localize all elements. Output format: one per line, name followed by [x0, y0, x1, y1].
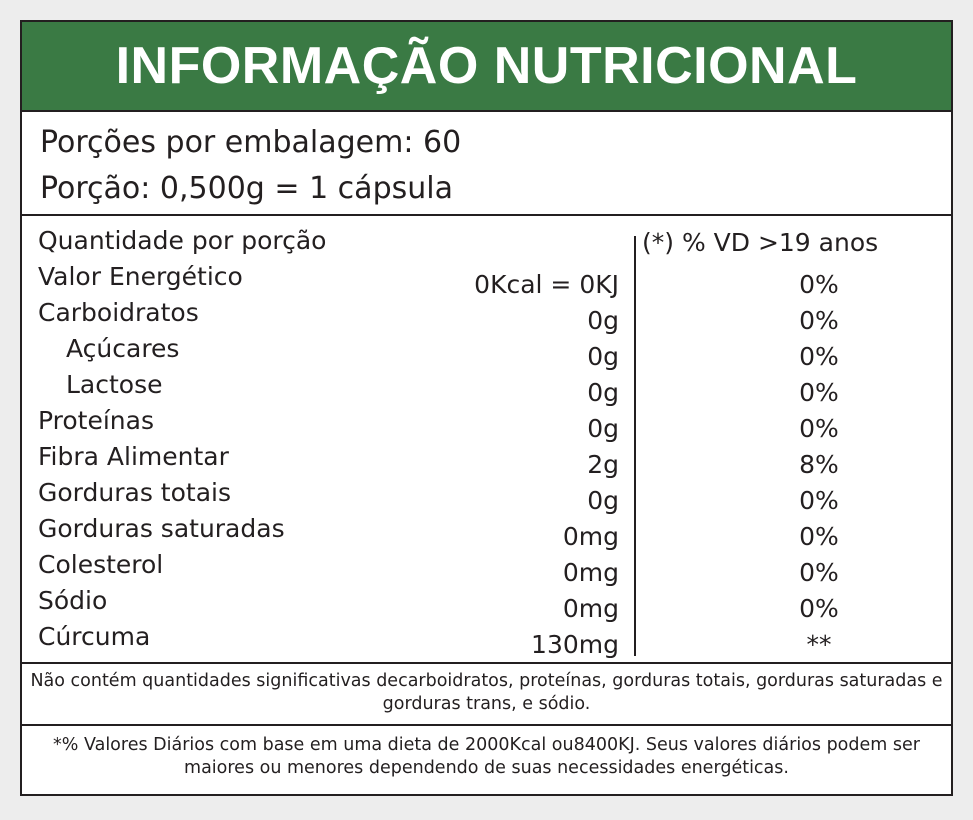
- nutrient-amount: 0g: [587, 342, 619, 371]
- nutrient-vd: 0%: [799, 522, 839, 551]
- servings-per-package: Porções por embalagem: 60: [40, 125, 462, 160]
- nutrient-amount: 0mg: [562, 522, 619, 551]
- nutrient-name: Fibra Alimentar: [38, 442, 229, 471]
- nutrient-vd: 0%: [799, 486, 839, 515]
- table-row: Carboidratos 0g 0%: [22, 298, 953, 335]
- nutrient-name: Açúcares: [66, 334, 180, 363]
- table-row: Sódio 0mg 0%: [22, 586, 953, 623]
- table-row: Lactose 0g 0%: [22, 370, 953, 407]
- nutrient-amount: 0mg: [562, 594, 619, 623]
- table-row: Gorduras totais 0g 0%: [22, 478, 953, 515]
- column-divider: [634, 236, 636, 656]
- nutrient-vd: 8%: [799, 450, 839, 479]
- nutrient-table: Quantidade por porção (*) % VD >19 anos …: [22, 216, 951, 664]
- label-title: INFORMAÇÃO NUTRICIONAL: [115, 37, 858, 95]
- nutrient-name: Sódio: [38, 586, 108, 615]
- nutrient-vd: 0%: [799, 306, 839, 335]
- nutrient-name: Colesterol: [38, 550, 164, 579]
- nutrient-amount: 0Kcal = 0KJ: [474, 270, 619, 299]
- nutrient-amount: 0mg: [562, 558, 619, 587]
- nutrient-name: Lactose: [66, 370, 163, 399]
- nutrition-label: INFORMAÇÃO NUTRICIONAL Porções por embal…: [20, 20, 953, 796]
- nutrient-vd: 0%: [799, 558, 839, 587]
- nutrient-amount: 2g: [587, 450, 619, 479]
- daily-values-note: *% Valores Diários com base em uma dieta…: [53, 735, 920, 778]
- not-significant-note: Não contém quantidades significativas de…: [22, 664, 951, 726]
- nutrient-name: Gorduras totais: [38, 478, 231, 507]
- table-row: Açúcares 0g 0%: [22, 334, 953, 371]
- serving-size: Porção: 0,500g = 1 cápsula: [40, 171, 453, 206]
- label-header: INFORMAÇÃO NUTRICIONAL: [22, 22, 951, 112]
- nutrient-amount: 0g: [587, 414, 619, 443]
- nutrient-vd: 0%: [799, 378, 839, 407]
- table-row: Valor Energético 0Kcal = 0KJ 0%: [22, 262, 953, 299]
- nutrient-amount: 0g: [587, 486, 619, 515]
- table-row: Cúrcuma 130mg **: [22, 622, 953, 659]
- nutrient-name: Gorduras saturadas: [38, 514, 285, 543]
- serving-info: Porções por embalagem: 60 Porção: 0,500g…: [22, 112, 951, 216]
- nutrient-name: Carboidratos: [38, 298, 199, 327]
- nutrient-amount: 130mg: [531, 630, 619, 659]
- table-row: Fibra Alimentar 2g 8%: [22, 442, 953, 479]
- nutrient-vd: 0%: [799, 342, 839, 371]
- table-row: Colesterol 0mg 0%: [22, 550, 953, 587]
- nutrient-vd: 0%: [799, 594, 839, 623]
- table-row: Proteínas 0g 0%: [22, 406, 953, 443]
- nutrient-vd: 0%: [799, 270, 839, 299]
- nutrient-vd: **: [806, 630, 832, 659]
- table-row: Gorduras saturadas 0mg 0%: [22, 514, 953, 551]
- table-header-vd: (*) % VD >19 anos: [642, 228, 879, 257]
- nutrient-amount: 0g: [587, 378, 619, 407]
- table-header-quantity: Quantidade por porção: [38, 226, 327, 255]
- nutrient-vd: 0%: [799, 414, 839, 443]
- nutrient-name: Cúrcuma: [38, 622, 151, 651]
- nutrient-name: Proteínas: [38, 406, 154, 435]
- nutrient-amount: 0g: [587, 306, 619, 335]
- nutrient-name: Valor Energético: [38, 262, 243, 291]
